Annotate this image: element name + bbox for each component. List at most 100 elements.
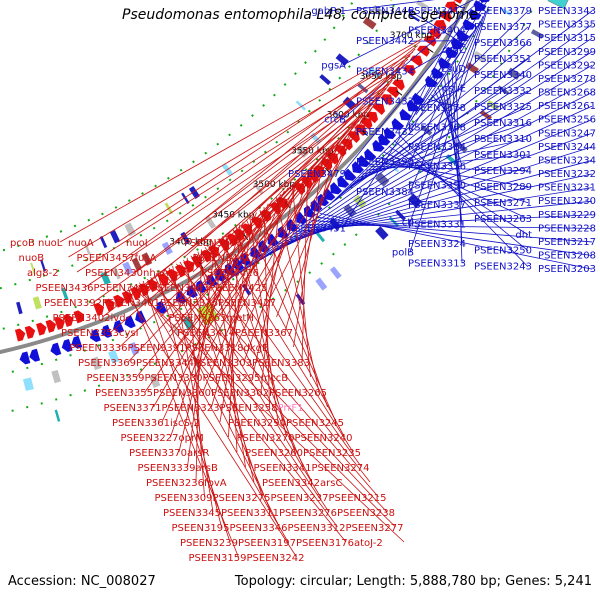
reverse-gene-label: PSEEN3245 [286,418,344,429]
forward-gene-arrow [19,351,31,365]
reverse-label-line [204,247,362,468]
forward-label-line [409,30,475,102]
reverse-gene-label: PSEEN3309 [155,493,213,504]
forward-gene-arrow [89,329,101,343]
forward-gene-arrow [113,320,125,334]
forward-label-line [379,156,529,204]
reverse-gene-arrow [433,19,447,32]
reverse-gene-arrow [73,310,85,324]
reverse-label-line [102,115,363,318]
forward-label-line [409,20,481,163]
feature-block [32,296,42,310]
forward-gene-label: PSEEN3294 [474,166,532,177]
reverse-label-line [209,107,370,303]
reverse-gene-arrow [453,0,463,4]
scale-tick-label: 3550 kbp [291,147,334,157]
reverse-gene-label: PSEEN3363 [169,313,227,324]
reverse-gene-label: PSEEN3361 [112,418,170,429]
forward-gene-arrow [61,338,73,352]
forward-gene-label: PSEEN3337 [408,200,466,211]
forward-gene-label: PSEEN3378 [408,103,466,114]
reverse-label-line [252,180,297,378]
forward-gene-arrow [29,348,41,362]
forward-gene-arrow [456,29,470,41]
reverse-gene-label: oprM [179,433,204,444]
forward-label-line [319,212,593,270]
reverse-gene-label: arsB [196,463,218,474]
reverse-label-line [161,271,388,513]
reverse-gene-label: PSEEN3392 [44,298,102,309]
reverse-label-line [218,238,354,453]
forward-gene-label: PSEEN3350 [408,181,466,192]
reverse-gene-label: PSEEN3336 [70,343,128,354]
forward-label-line [306,224,593,229]
forward-label-line [410,30,463,121]
reverse-gene-label: PSEEN3240 [295,433,353,444]
reverse-label-line [276,126,353,318]
feature-block [180,231,191,245]
reverse-gene-label: PrrF1 [278,403,304,414]
reverse-gene-label: PSEEN3265 [269,388,327,399]
scale-tick [396,90,403,96]
forward-gene-label: PSEEN3313 [408,258,466,269]
forward-label-line [341,0,435,12]
reverse-label-line [246,219,337,423]
feature-block [122,261,134,276]
reverse-gene-label: PSEEN3258 [220,403,278,414]
reverse-gene-label: PSEEN3360 [153,388,211,399]
reverse-gene-label: alg8-2 [27,268,59,279]
forward-gene-label: PSEEN3315 [538,33,596,44]
forward-label-line [329,10,529,206]
forward-gene-label: PSEEN3368 [408,122,466,133]
forward-gene-arrow [378,133,391,146]
forward-gene-label: PSEEN3356 [408,161,466,172]
scale-tick-label: 3700 kbp [390,31,433,41]
forward-gene-label: PSEEN3351 [474,54,532,65]
reverse-gene-arrow [386,86,400,99]
reverse-label-line [168,134,346,333]
forward-gene-label: PSEEN3250 [474,246,532,257]
reverse-gene-label: PSEEN3415 [94,283,152,294]
reverse-label-line [153,275,280,528]
reverse-gene-label: PSEEN3341 [254,463,312,474]
forward-gene-label: PSEEN3244 [538,142,596,153]
reverse-label-line [250,79,393,273]
reverse-label-line [190,255,371,483]
forward-gene-label: PSEEN3366 [474,38,532,49]
feature-block [22,377,34,392]
forward-gene-label: PSEEN3301 [474,150,532,161]
feature-block [100,271,111,285]
feature-block [416,0,429,11]
forward-gene-arrow [71,335,83,349]
forward-label-line [342,58,529,194]
feature-block [407,193,423,208]
forward-gene-arrow [124,315,136,329]
reverse-gene-label: nuoI [126,238,148,249]
reverse-gene-label: PSEEN3342 [262,478,320,489]
forward-gene-label: PSEEN3234 [538,155,596,166]
reverse-label-line [168,267,272,513]
forward-gene-arrow [406,99,420,112]
forward-gene-label: PSEEN3417 [408,6,466,17]
forward-gene-label: csuC [442,45,466,56]
feature-block [205,216,217,229]
reverse-gene-label: PSEEN3330 [145,373,203,384]
forward-gene-label: PSEEN3289 [474,182,532,193]
reverse-gene-arrow [93,302,105,316]
forward-gene-arrow [101,324,113,338]
feature-block [389,0,393,2]
forward-gene-label: PSEEN3217 [538,237,596,248]
feature-block [362,17,377,30]
reverse-gene-label: PSEEN3457 [77,253,135,264]
forward-gene-label: PSEEN3390 [356,157,414,168]
reverse-gene-arrow [439,11,452,23]
forward-gene-arrow [135,310,147,324]
forward-label-line [409,15,484,193]
feature-block [375,172,390,187]
reverse-gene-label: dkgB [244,343,269,354]
feature-block [315,231,326,243]
forward-gene-label: PSEEN3451 [288,223,346,234]
feature-block [335,53,349,66]
reverse-gene-label: PSEEN3402 [53,313,111,324]
reverse-label-line [117,41,421,243]
